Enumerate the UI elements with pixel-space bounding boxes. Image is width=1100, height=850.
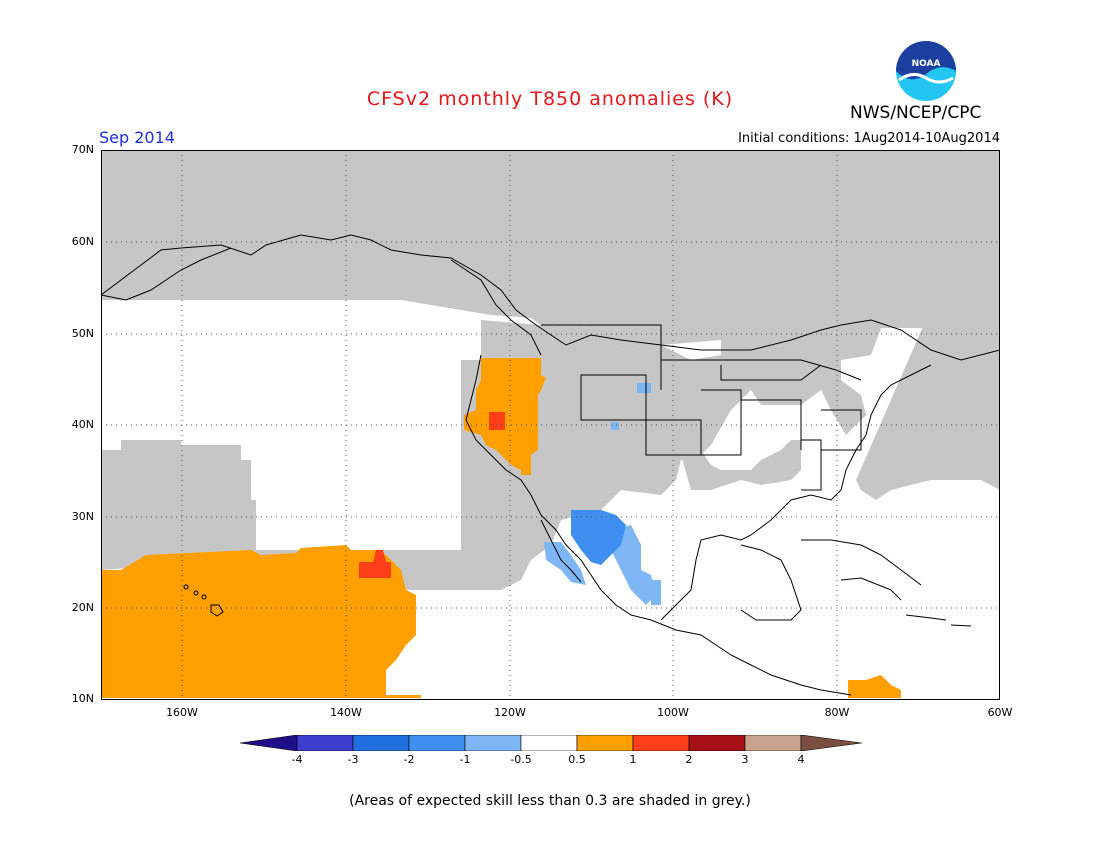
lat-label-70n: 70N	[71, 143, 94, 156]
graticule	[101, 150, 1000, 700]
noaa-logo: NOAA	[895, 40, 957, 106]
colorbar-label: -3	[347, 753, 359, 766]
lon-label-60w: 60W	[987, 706, 1013, 719]
colorbar-label: 4	[797, 753, 805, 766]
caribbean-islands	[840, 577, 972, 627]
forecast-period: Sep 2014	[99, 128, 175, 147]
lat-label-60n: 60N	[71, 235, 94, 248]
lat-label-30n: 30N	[71, 510, 94, 523]
initial-conditions: Initial conditions: 1Aug2014-10Aug2014	[738, 131, 1000, 146]
colorbar-bin	[744, 734, 802, 752]
lon-label-100w: 100W	[657, 706, 689, 719]
colorbar-bin	[408, 734, 466, 752]
lat-label-40n: 40N	[71, 418, 94, 431]
colorbar-bin	[352, 734, 410, 752]
anomaly-map	[100, 150, 1001, 704]
colorbar-label: -0.5	[510, 753, 532, 766]
coastlines	[100, 234, 1001, 696]
moderate-cool-anomaly-shading	[571, 510, 626, 565]
colorbar-bin	[520, 734, 578, 752]
colorbar-bin	[464, 734, 522, 752]
noaa-logo-text: NOAA	[912, 59, 941, 69]
lat-label-50n: 50N	[71, 327, 94, 340]
colorbar-bin	[576, 734, 634, 752]
lon-label-80w: 80W	[824, 706, 850, 719]
colorbar-bin	[296, 734, 354, 752]
lon-label-140w: 140W	[330, 706, 362, 719]
colorbar-label: 2	[685, 753, 693, 766]
lat-label-20n: 20N	[71, 601, 94, 614]
colorbar-label: 1	[629, 753, 637, 766]
hawaii-islands	[183, 584, 224, 617]
organization-label: NWS/NCEP/CPC	[850, 103, 982, 123]
lon-label-160w: 160W	[166, 706, 198, 719]
colorbar-label: 3	[741, 753, 749, 766]
colorbar-label: -4	[291, 753, 303, 766]
colorbar	[239, 734, 863, 755]
map-title: CFSv2 monthly T850 anomalies (K)	[366, 88, 734, 110]
lon-label-120w: 120W	[494, 706, 526, 719]
colorbar-bin	[632, 734, 690, 752]
colorbar-low-arrow	[239, 734, 298, 752]
map-frame	[101, 150, 1000, 700]
skill-footnote: (Areas of expected skill less than 0.3 a…	[349, 793, 751, 809]
colorbar-high-arrow	[800, 734, 863, 752]
colorbar-label: -1	[459, 753, 471, 766]
colorbar-bin	[688, 734, 746, 752]
colorbar-label: -2	[403, 753, 415, 766]
colorbar-label: 0.5	[568, 753, 586, 766]
lat-label-10n: 10N	[71, 692, 94, 705]
